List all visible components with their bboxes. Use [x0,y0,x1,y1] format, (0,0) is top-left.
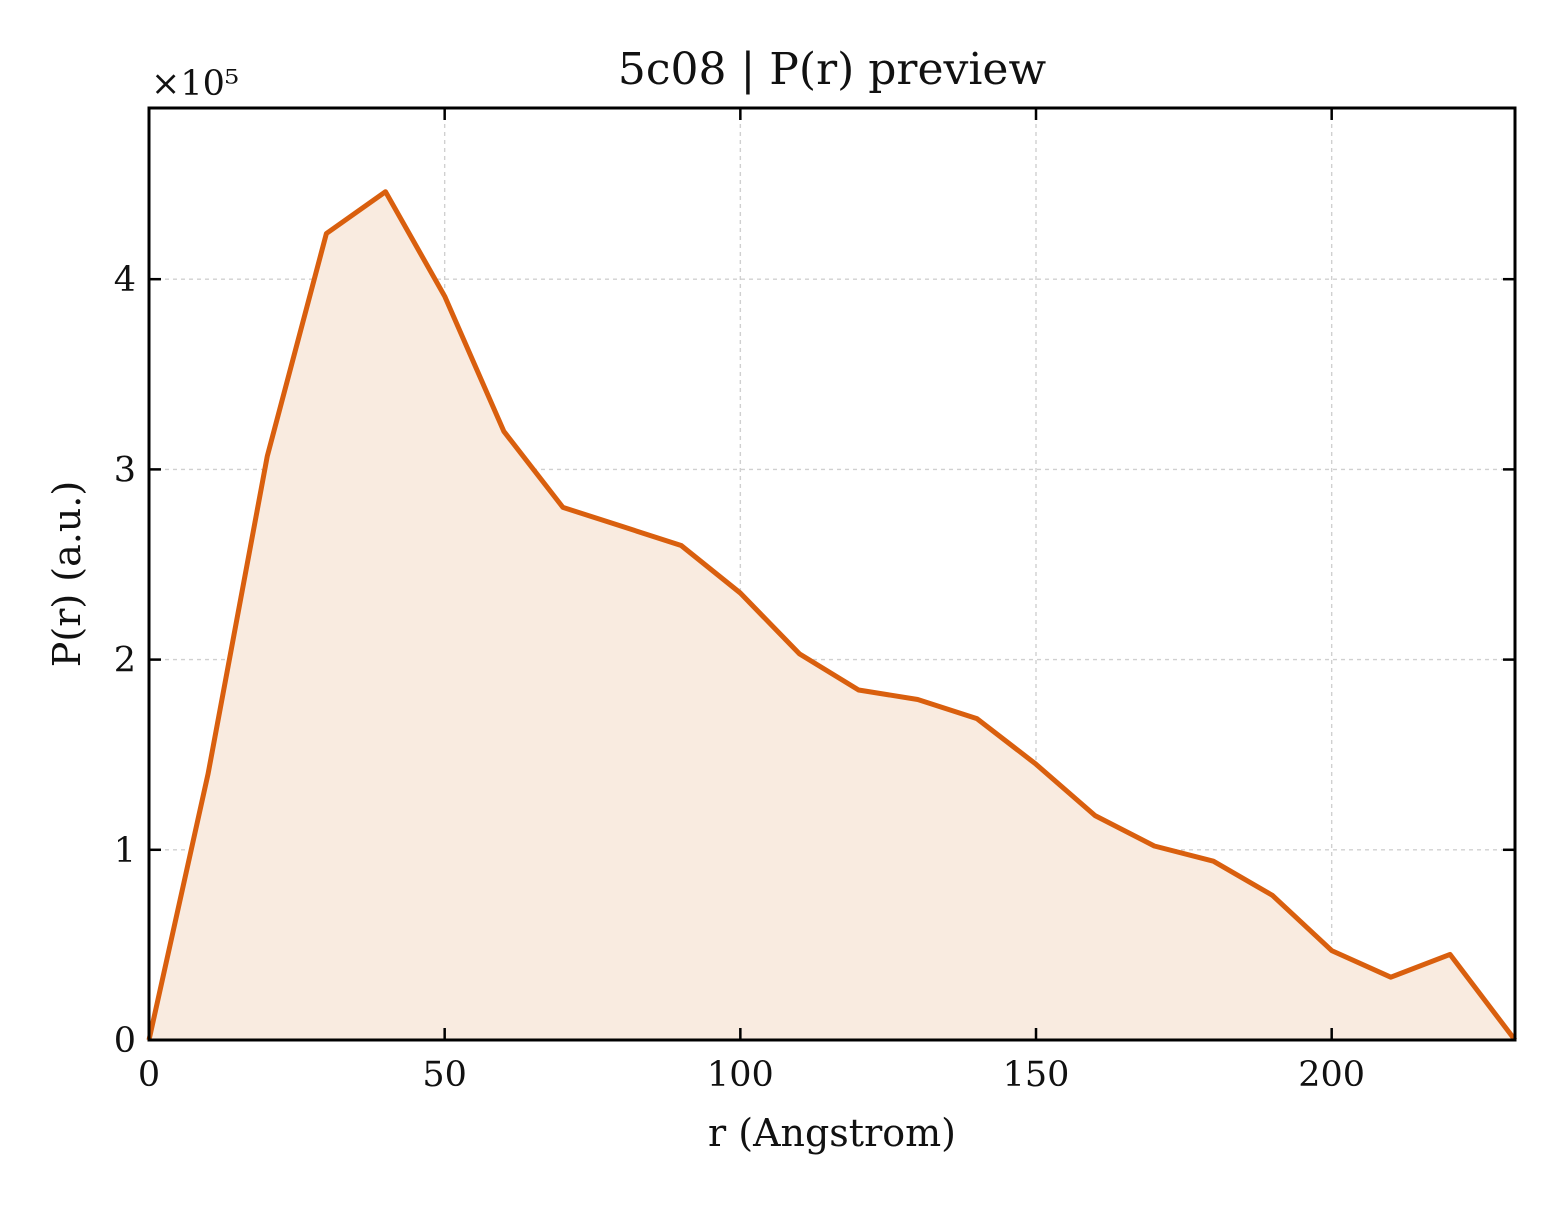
x-tick-label: 200 [1298,1055,1365,1095]
area-fill [149,191,1515,1040]
y-tick-label: 0 [114,1021,136,1061]
x-tick-label: 0 [138,1055,160,1095]
x-tick-label: 50 [422,1055,467,1095]
y-multiplier-label: ×10⁵ [151,64,239,104]
y-axis-label: P(r) (a.u.) [45,481,89,667]
y-tick-label: 3 [114,450,136,490]
series-line [146,189,1517,1042]
y-tick-label: 1 [114,831,136,871]
y-tick-label: 4 [114,260,136,300]
x-tick-label: 150 [1003,1055,1070,1095]
x-tick-label: 100 [707,1055,774,1095]
y-tick-label: 2 [114,641,136,681]
chart-title: 5c08 | P(r) preview [618,44,1047,95]
x-axis-label: r (Angstrom) [708,1111,956,1155]
axis-ticks [147,108,1515,1042]
plot-frame [147,106,1517,1042]
